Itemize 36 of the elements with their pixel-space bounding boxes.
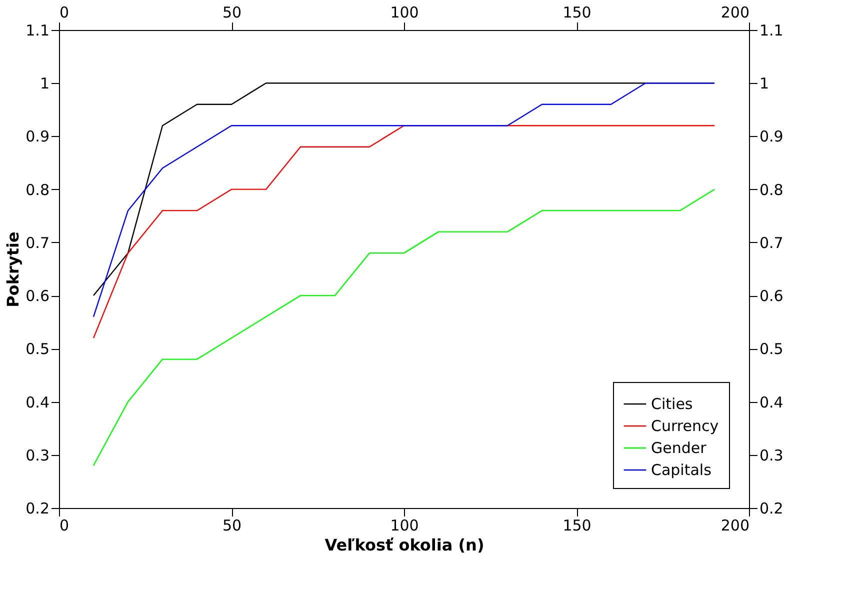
legend-label: Capitals	[651, 461, 712, 479]
y2-tick-label: 0.2	[760, 500, 784, 518]
x-tick-label: 200	[720, 516, 750, 534]
x2-tick-label: 50	[222, 4, 242, 22]
y2-tick-label: 0.8	[760, 180, 784, 199]
y-tick-label: 0.8	[26, 180, 50, 199]
y2-tick-label: 0.9	[760, 128, 784, 146]
y2-tick-label: 1	[760, 74, 770, 93]
y-tick-label: 0.6	[26, 287, 50, 306]
x-tick-label: 100	[390, 516, 419, 534]
x2-tick-label: 150	[562, 4, 592, 22]
y-tick-label: 0.3	[26, 446, 50, 464]
y2-tick-label: 0.3	[760, 446, 784, 464]
y2-tick-label: 0.5	[760, 340, 784, 358]
y2-tick-label: 0.7	[760, 234, 784, 252]
y2-tick-label: 0.6	[760, 287, 784, 306]
y2-tick-label: 0.4	[760, 393, 784, 412]
x-tick-label: 50	[222, 516, 242, 534]
legend-label: Currency	[651, 417, 719, 435]
y-tick-label: 1.1	[26, 22, 50, 40]
x2-tick-label: 0	[60, 4, 70, 22]
x2-tick-label: 100	[390, 4, 419, 22]
y-tick-label: 0.4	[26, 393, 50, 412]
y-tick-label: 0.9	[26, 128, 50, 146]
x-tick-label: 0	[60, 516, 70, 534]
y2-tick-label: 1.1	[760, 22, 784, 40]
y-tick-label: 0.7	[26, 234, 50, 252]
legend-label: Cities	[651, 395, 693, 413]
y-tick-label: 0.2	[26, 500, 50, 518]
y-tick-label: 0.5	[26, 340, 50, 358]
y-tick-label: 1	[40, 74, 50, 93]
y-axis-title: Pokrytie	[4, 232, 23, 308]
x2-tick-label: 200	[720, 4, 750, 22]
x-axis-title: Veľkosť okolia (n)	[324, 536, 484, 554]
x-tick-label: 150	[562, 516, 592, 534]
legend-label: Gender	[651, 439, 708, 457]
